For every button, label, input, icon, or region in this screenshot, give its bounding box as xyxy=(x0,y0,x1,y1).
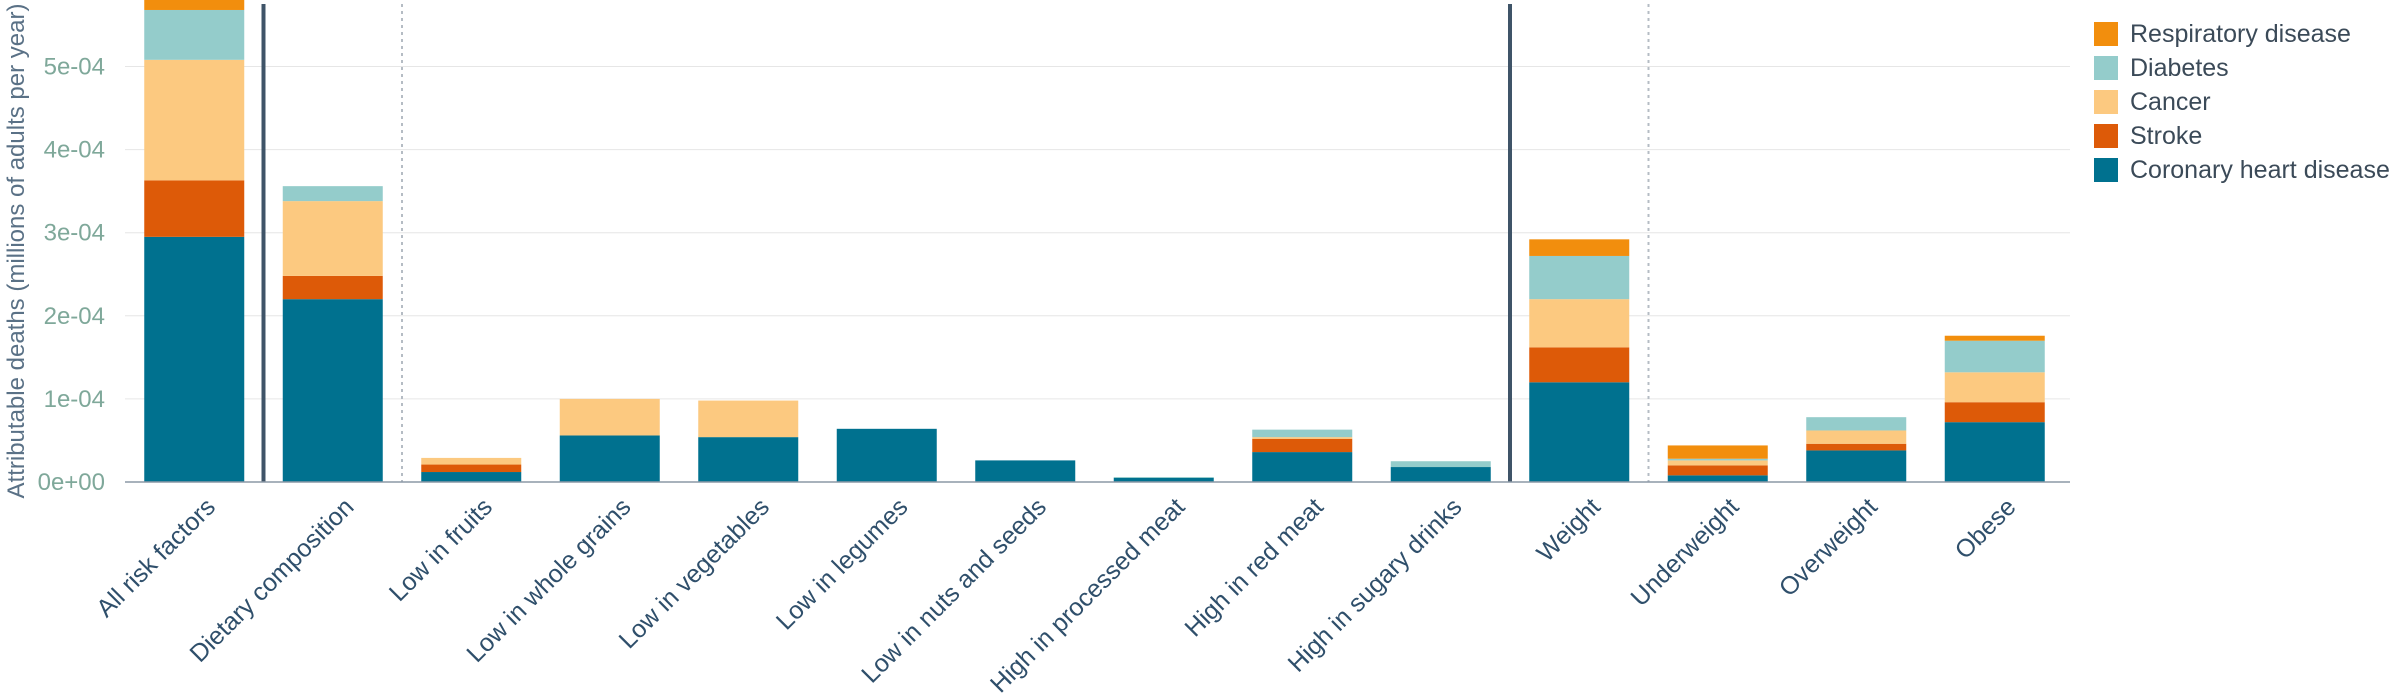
y-tick-label: 1e-04 xyxy=(44,386,105,413)
bar-segment-coronary-heart-disease[interactable] xyxy=(1252,452,1353,482)
legend-label: Cancer xyxy=(2130,88,2211,116)
bar-segment-respiratory-disease[interactable] xyxy=(1944,335,2045,341)
x-tick-label: Low in legumes xyxy=(771,493,914,636)
bar-segment-diabetes[interactable] xyxy=(1667,458,1768,461)
bar-segment-cancer[interactable] xyxy=(1252,437,1353,439)
bar-segment-coronary-heart-disease[interactable] xyxy=(1529,382,1630,482)
bar-segment-coronary-heart-disease[interactable] xyxy=(282,299,383,482)
legend-label: Stroke xyxy=(2130,122,2202,150)
bar-segment-coronary-heart-disease[interactable] xyxy=(836,428,937,482)
x-tick-label: Overweight xyxy=(1774,493,1883,602)
bars xyxy=(144,0,2045,482)
bar-segment-coronary-heart-disease[interactable] xyxy=(698,437,799,482)
bar-segment-coronary-heart-disease[interactable] xyxy=(559,435,660,482)
y-tick-label: 2e-04 xyxy=(44,303,105,330)
bar-segment-coronary-heart-disease[interactable] xyxy=(975,460,1076,482)
bar-segment-coronary-heart-disease[interactable] xyxy=(1944,422,2045,482)
bar-segment-cancer[interactable] xyxy=(559,398,660,436)
bar-segment-coronary-heart-disease[interactable] xyxy=(1113,477,1214,482)
bar-segment-cancer[interactable] xyxy=(1944,372,2045,403)
y-tick-label: 4e-04 xyxy=(44,137,105,164)
bar-segment-cancer[interactable] xyxy=(698,400,799,438)
bar-segment-stroke[interactable] xyxy=(421,464,522,473)
x-tick-label: All risk factors xyxy=(91,493,221,623)
legend-item-coronary-heart-disease[interactable]: Coronary heart disease xyxy=(2094,156,2390,184)
bar-segment-diabetes[interactable] xyxy=(144,9,245,60)
bar-segment-cancer[interactable] xyxy=(421,457,522,465)
group-separators xyxy=(261,4,1650,482)
y-tick-label: 0e+00 xyxy=(38,469,105,496)
y-tick-labels: 0e+00 1e-04 2e-04 3e-04 4e-04 5e-04 xyxy=(38,53,105,496)
legend-item-diabetes[interactable]: Diabetes xyxy=(2094,54,2229,82)
legend-swatch xyxy=(2094,56,2118,80)
bar-segment-coronary-heart-disease[interactable] xyxy=(1667,475,1768,482)
bar-segment-stroke[interactable] xyxy=(1667,465,1768,476)
x-tick-label: Low in vegetables xyxy=(614,493,775,654)
bar-segment-stroke[interactable] xyxy=(144,180,245,237)
y-axis-label: Attributable deaths (millions of adults … xyxy=(3,4,30,499)
bar-segment-respiratory-disease[interactable] xyxy=(144,0,245,10)
bar-segment-cancer[interactable] xyxy=(1667,460,1768,466)
bar-segment-coronary-heart-disease[interactable] xyxy=(144,236,245,482)
legend-swatch xyxy=(2094,158,2118,182)
legend-item-stroke[interactable]: Stroke xyxy=(2094,122,2202,150)
x-tick-label: Underweight xyxy=(1625,493,1744,612)
bar-segment-diabetes[interactable] xyxy=(1529,255,1630,300)
bar-segment-cancer[interactable] xyxy=(1806,430,1907,444)
legend-swatch xyxy=(2094,124,2118,148)
bar-segment-stroke[interactable] xyxy=(1252,438,1353,453)
bar-segment-diabetes[interactable] xyxy=(1944,340,2045,373)
bar-segment-respiratory-disease[interactable] xyxy=(1529,239,1630,256)
legend-item-cancer[interactable]: Cancer xyxy=(2094,88,2211,116)
bar-segment-coronary-heart-disease[interactable] xyxy=(421,472,522,482)
grid-lines xyxy=(125,65,2070,400)
x-tick-label: Weight xyxy=(1531,493,1606,568)
bar-segment-cancer[interactable] xyxy=(144,59,245,181)
x-tick-label: Low in fruits xyxy=(384,493,498,607)
bar-segment-stroke[interactable] xyxy=(1529,347,1630,383)
bar-segment-coronary-heart-disease[interactable] xyxy=(1390,467,1491,482)
bar-segment-diabetes[interactable] xyxy=(282,186,383,202)
bar-segment-stroke[interactable] xyxy=(1806,443,1907,451)
x-tick-label: Obese xyxy=(1950,493,2022,565)
bar-segment-cancer[interactable] xyxy=(282,201,383,276)
bar-segment-stroke[interactable] xyxy=(282,275,383,300)
bar-segment-coronary-heart-disease[interactable] xyxy=(1806,450,1907,482)
bar-segment-diabetes[interactable] xyxy=(1252,429,1353,438)
bar-segment-cancer[interactable] xyxy=(1529,299,1630,348)
y-tick-label: 5e-04 xyxy=(44,53,105,80)
y-tick-label: 3e-04 xyxy=(44,220,105,247)
legend-item-respiratory-disease[interactable]: Respiratory disease xyxy=(2094,20,2351,48)
bar-segment-stroke[interactable] xyxy=(1944,402,2045,423)
bar-segment-diabetes[interactable] xyxy=(1806,417,1907,431)
legend-label: Diabetes xyxy=(2130,54,2229,82)
bar-segment-respiratory-disease[interactable] xyxy=(1667,445,1768,459)
x-tick-label: High in red meat xyxy=(1179,493,1329,643)
legend-label: Respiratory disease xyxy=(2130,20,2351,48)
legend-swatch xyxy=(2094,22,2118,46)
legend-label: Coronary heart disease xyxy=(2130,156,2390,184)
legend-swatch xyxy=(2094,90,2118,114)
bar-segment-diabetes[interactable] xyxy=(1113,477,1214,478)
bar-segment-diabetes[interactable] xyxy=(1390,461,1491,468)
legend: Respiratory disease Diabetes Cancer Stroke C… xyxy=(2094,20,2390,184)
